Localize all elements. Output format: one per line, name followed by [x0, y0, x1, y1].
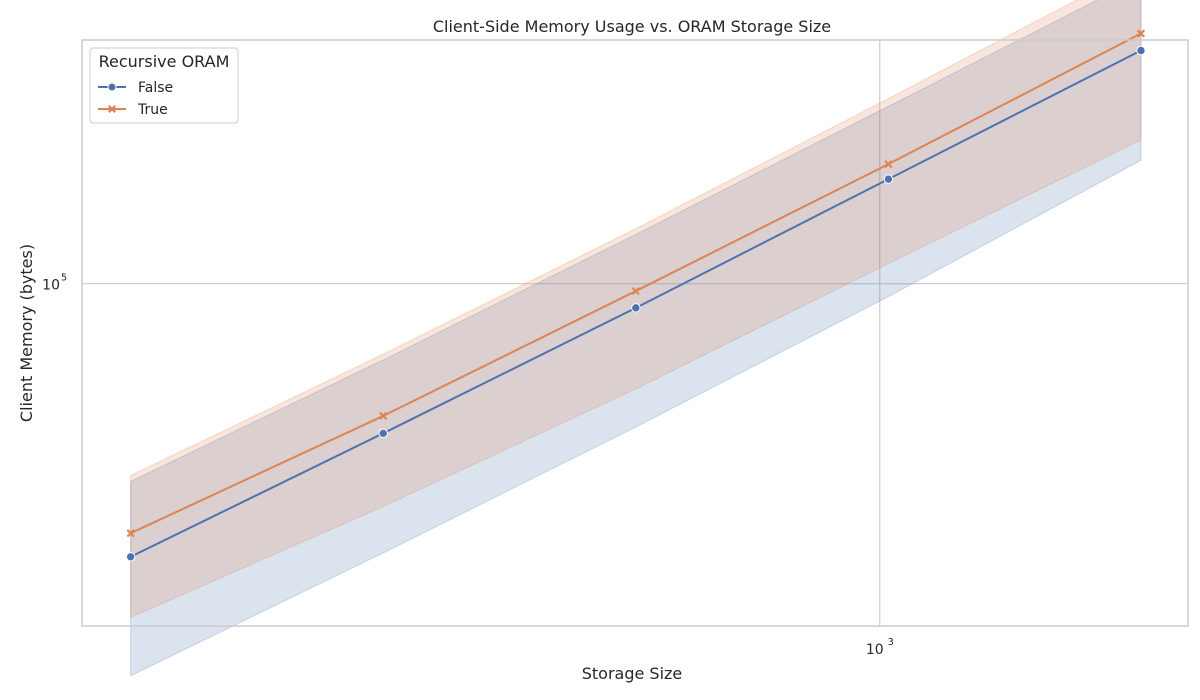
data-point-true — [631, 286, 640, 296]
data-point-false — [378, 428, 388, 439]
data-point-false — [125, 552, 136, 562]
data-point-true — [884, 160, 893, 169]
grid-layer — [82, 40, 1188, 626]
data-point-true — [126, 529, 135, 538]
series-markers — [125, 29, 1146, 562]
x-tick-exponent: 3 — [888, 637, 894, 648]
data-point-true — [1136, 29, 1146, 38]
legend-box — [89, 47, 239, 124]
legend-marker-false — [107, 82, 117, 92]
legend: Recursive ORAM False True — [89, 47, 239, 124]
legend-marker-true — [108, 105, 116, 113]
data-point-true — [379, 411, 388, 420]
plot-frame — [81, 39, 1189, 627]
legend-entries: False True — [98, 80, 173, 118]
y-tick-exponent: 5 — [61, 273, 67, 284]
legend-label-false: False — [138, 80, 173, 96]
legend-title: Recursive ORAM — [99, 52, 230, 71]
data-point-false — [1136, 45, 1146, 56]
x-axis-label: Storage Size — [582, 664, 683, 683]
y-axis-label: Client Memory (bytes) — [17, 244, 36, 422]
data-point-false — [631, 303, 641, 313]
x-tick-label: 10 — [866, 642, 884, 658]
confidence-band-false — [130, 0, 1142, 677]
chart-title: Client-Side Memory Usage vs. ORAM Storag… — [433, 17, 831, 36]
y-tick-label: 10 — [42, 278, 60, 294]
data-point-false — [883, 174, 894, 184]
legend-label-true: True — [137, 102, 168, 118]
